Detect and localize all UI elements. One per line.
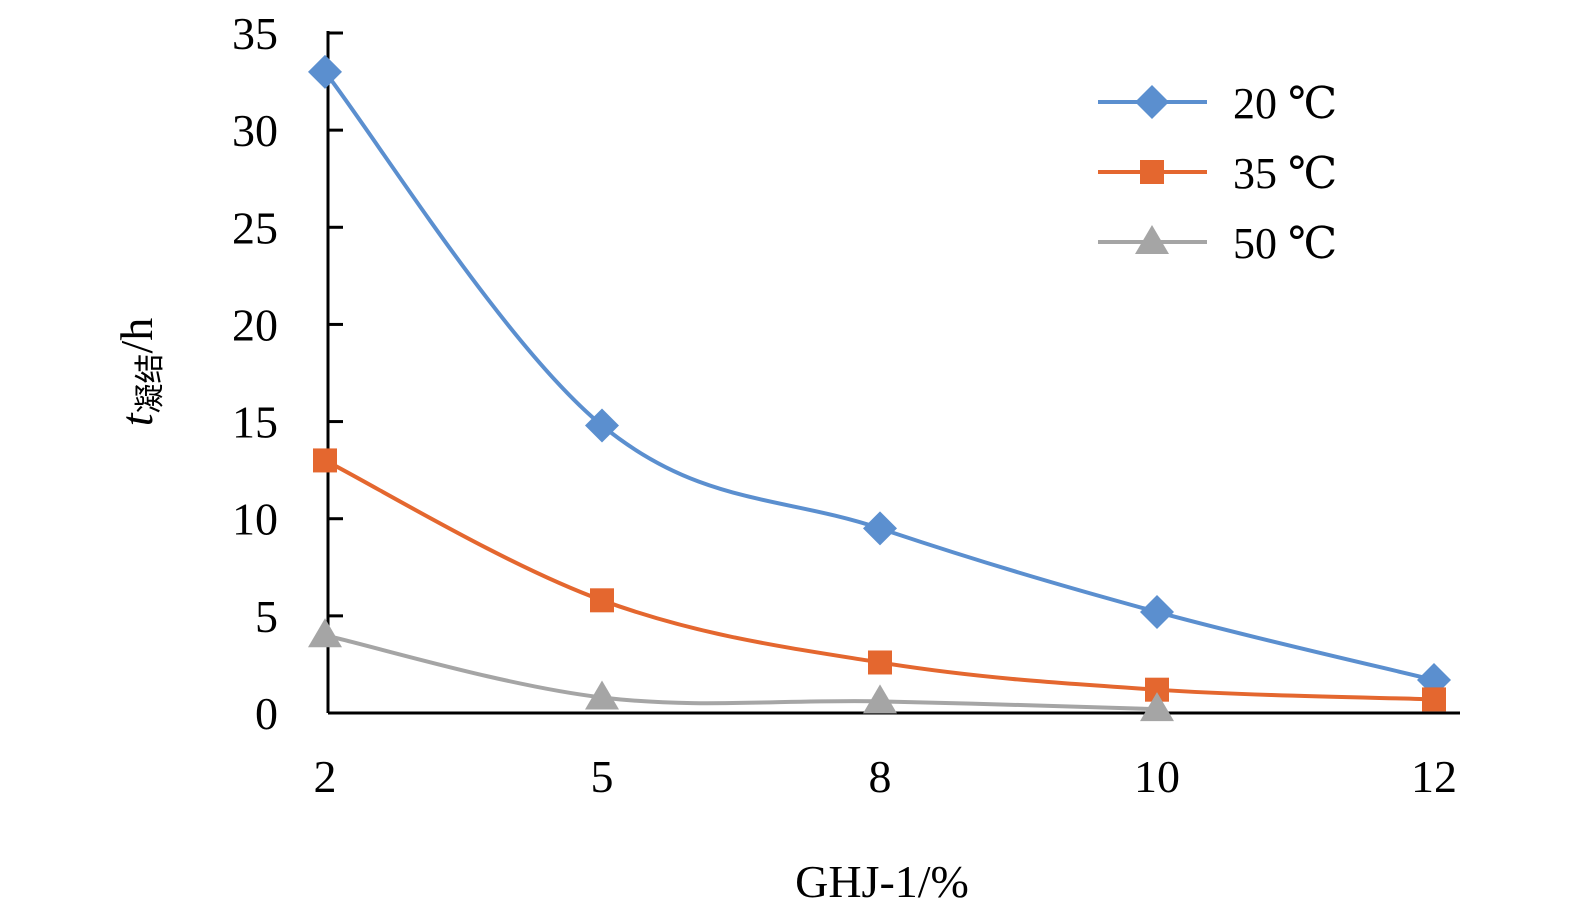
series-1	[308, 54, 1451, 697]
series-2	[313, 448, 1446, 712]
y-axis-title-var: t	[111, 412, 162, 426]
series-3	[308, 618, 1174, 722]
y-tick-label: 25	[232, 202, 278, 253]
legend-item: 50 ℃	[1098, 219, 1337, 268]
legend-swatch-marker	[1140, 160, 1164, 184]
x-axis-title: GHJ-1/%	[795, 856, 969, 907]
y-axis-ticks: 0 5 10 15 20 25 30 35	[232, 8, 343, 739]
series-line	[323, 70, 1435, 682]
data-point	[868, 650, 892, 675]
axes	[326, 31, 1460, 715]
data-point	[308, 54, 342, 89]
series-line	[324, 633, 1158, 712]
legend-swatch-marker	[1135, 85, 1169, 119]
series-group	[308, 54, 1451, 722]
x-tick-label: 8	[869, 751, 892, 802]
data-point	[585, 680, 619, 710]
y-tick-label: 35	[232, 8, 278, 59]
y-tick-label: 20	[232, 299, 278, 350]
y-tick-label: 30	[232, 105, 278, 156]
y-axis-title: t凝结/h	[111, 318, 168, 427]
legend-label: 20 ℃	[1233, 79, 1337, 128]
y-tick-label: 10	[232, 494, 278, 545]
legend-label: 50 ℃	[1233, 219, 1337, 268]
legend: 20 ℃ 35 ℃ 50 ℃	[1098, 79, 1337, 268]
legend-item: 35 ℃	[1098, 149, 1337, 198]
x-axis-ticks: 2 5 8 10 12	[314, 751, 1458, 802]
legend-swatch-marker	[1135, 225, 1169, 254]
data-point	[585, 408, 619, 443]
x-tick-label: 10	[1134, 751, 1180, 802]
y-tick-label: 15	[232, 397, 278, 448]
y-axis-title-sub: 凝结	[133, 354, 168, 414]
data-point	[1140, 692, 1174, 722]
data-point	[313, 448, 337, 473]
y-tick-label: 5	[255, 591, 278, 642]
legend-label: 35 ℃	[1233, 149, 1337, 198]
data-point	[590, 588, 614, 613]
data-point	[863, 511, 897, 546]
data-point	[1140, 594, 1174, 629]
data-point	[308, 618, 342, 648]
y-tick-label: 0	[255, 688, 278, 739]
y-axis-title-unit: /h	[111, 318, 162, 354]
x-tick-label: 12	[1411, 751, 1457, 802]
data-point	[1422, 687, 1446, 712]
legend-item: 20 ℃	[1098, 79, 1337, 128]
x-tick-label: 5	[591, 751, 614, 802]
data-point	[863, 684, 897, 714]
x-tick-label: 2	[314, 751, 337, 802]
